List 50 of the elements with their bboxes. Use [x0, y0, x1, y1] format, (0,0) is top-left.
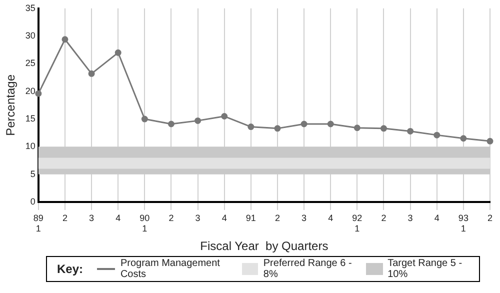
x-tick-label: 2	[381, 212, 386, 223]
x-tick-label: 2	[274, 212, 280, 223]
x-tick-label: 2	[168, 212, 174, 223]
x-tick-label: 3	[89, 212, 94, 223]
point	[300, 120, 308, 128]
y-tick-label: 15	[25, 114, 36, 124]
x-tick-label: 4	[328, 212, 334, 223]
point	[407, 128, 414, 134]
point	[88, 70, 95, 77]
y-tick-label: 30	[25, 30, 36, 41]
point	[486, 138, 494, 144]
legend-label: Target Range 5 - 10%	[388, 258, 464, 280]
point	[35, 90, 42, 97]
point	[221, 113, 228, 120]
y-tick-label: 20	[25, 86, 36, 96]
x-tick-label: 4	[116, 212, 121, 223]
point	[434, 132, 440, 138]
x-tick-label: 89 1	[33, 212, 44, 234]
x-tick-label: 4	[434, 212, 440, 223]
legend-label: Program Management Costs	[120, 258, 221, 280]
x-axis-title: Fiscal Year by Quarters	[200, 239, 328, 254]
y-tick-label: 35	[25, 2, 36, 13]
point	[62, 36, 68, 43]
x-tick-label: 93 1	[458, 212, 468, 234]
x-tick-label: 90 1	[140, 212, 150, 234]
y-axis-title: Percentage	[4, 74, 18, 136]
x-tick-label: 91	[246, 212, 256, 223]
y-tick-label: 25	[25, 58, 36, 68]
legend-title: Key:	[57, 262, 84, 276]
y-tick-label: 10	[25, 141, 36, 152]
x-tick-label: 4	[222, 212, 227, 223]
point	[141, 116, 148, 122]
point	[114, 49, 122, 56]
point	[380, 125, 387, 132]
point	[168, 120, 174, 128]
x-tick-label: 2	[62, 212, 68, 223]
x-tick-label: 3	[302, 212, 307, 223]
point	[460, 135, 467, 142]
x-tick-label: 92 1	[352, 212, 362, 234]
point	[248, 124, 254, 130]
point	[354, 124, 360, 132]
x-tick-label: 3	[195, 212, 200, 223]
legend-label: Preferred Range 6 - 8%	[263, 258, 352, 280]
point	[194, 117, 202, 124]
x-tick-label: 2	[487, 212, 493, 223]
x-tick-label: 3	[408, 212, 413, 223]
point	[274, 125, 281, 132]
y-tick-label: 0	[30, 196, 36, 206]
y-tick-label: 5	[30, 168, 36, 179]
point	[327, 120, 334, 128]
